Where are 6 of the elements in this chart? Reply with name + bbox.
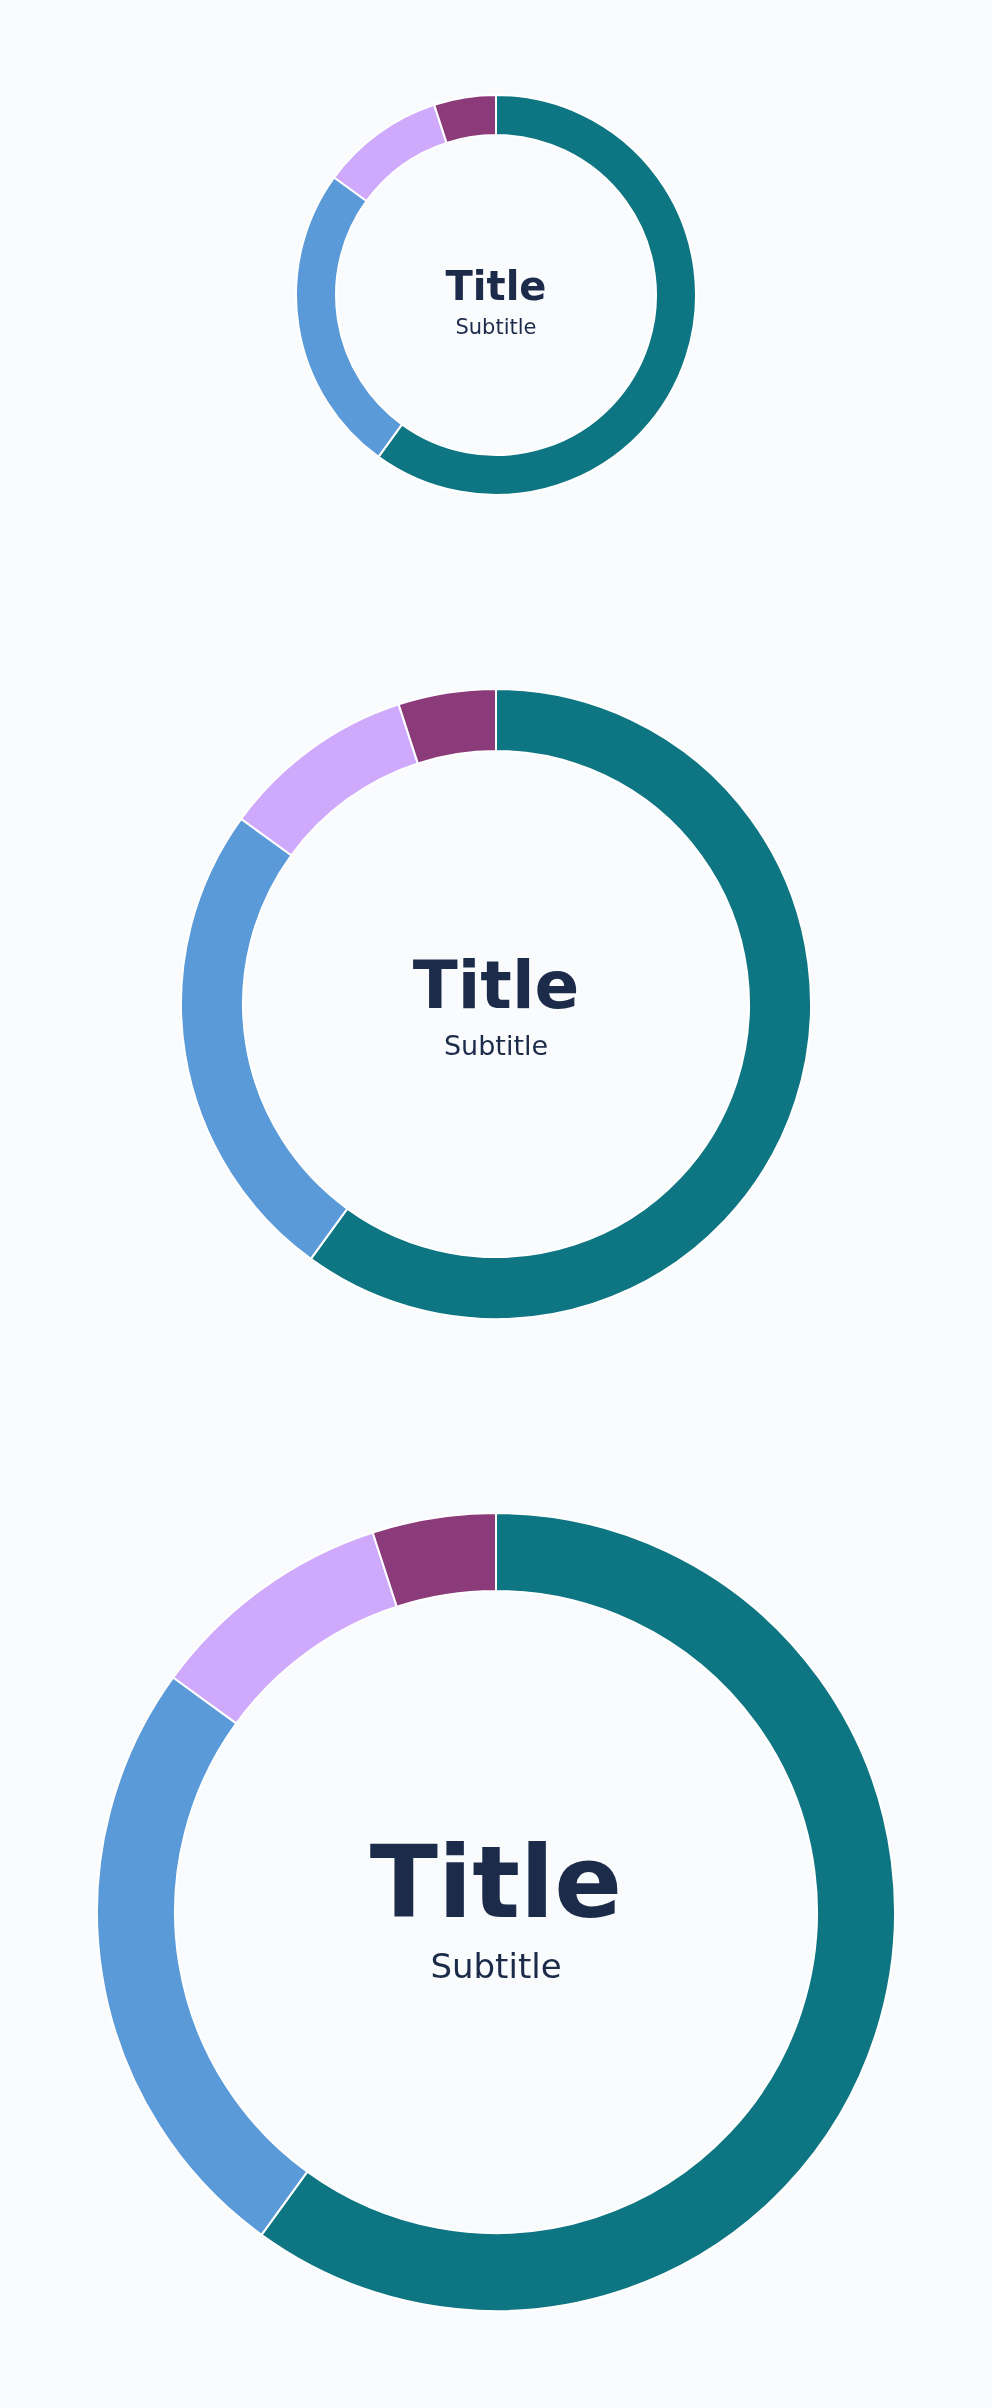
text: Title (445, 263, 547, 309)
text: Subtitle (455, 315, 537, 339)
text: Subtitle (430, 1946, 562, 1986)
text: Title (369, 1823, 623, 1941)
text: Title (412, 947, 580, 1025)
text: Subtitle (443, 1030, 549, 1062)
